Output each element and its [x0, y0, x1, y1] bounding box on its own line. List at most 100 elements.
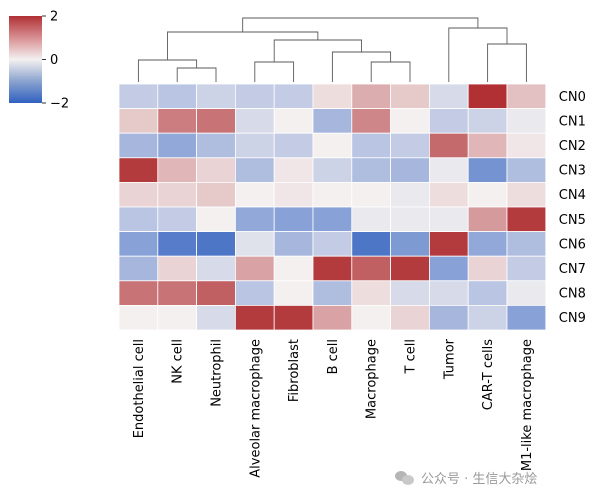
row-label: CN3	[559, 164, 586, 179]
column-labels: Endothelial cell NK cell Neutrophil Alveola…	[132, 338, 535, 477]
heatmap-cell	[390, 83, 430, 110]
heatmap-cell	[351, 181, 391, 208]
heatmap-cell	[467, 231, 508, 257]
column-label: Alveolar macrophage	[248, 339, 263, 478]
heatmap-cell	[273, 108, 314, 134]
heatmap-cell	[157, 132, 198, 159]
heatmap-cell	[234, 304, 275, 331]
heatmap-cell	[312, 280, 353, 306]
heatmap-cell	[273, 304, 314, 331]
heatmap-cell	[196, 206, 236, 233]
heatmap-cell	[234, 206, 275, 233]
dendrogram-link	[254, 61, 295, 82]
heatmap-cell	[506, 108, 547, 134]
heatmap-cell	[196, 83, 236, 110]
heatmap-cell	[506, 304, 547, 331]
heatmap-cell	[157, 181, 198, 208]
heatmap-cell	[157, 231, 198, 257]
heatmap-cell	[467, 157, 508, 183]
heatmap-cell	[196, 255, 236, 282]
heatmap-cell	[390, 280, 430, 306]
column-dendrogram	[137, 17, 527, 82]
heatmap-cell	[196, 181, 236, 208]
heatmap-cells	[118, 83, 547, 331]
heatmap-cell	[118, 280, 159, 306]
heatmap-cell	[312, 255, 353, 282]
heatmap-cell	[351, 206, 391, 233]
row-label: CN0	[559, 90, 586, 105]
column-label: Endothelial cell	[132, 339, 147, 438]
row-label: CN7	[559, 262, 586, 277]
heatmap-cell	[428, 108, 469, 134]
column-label: B cell	[326, 339, 341, 374]
heatmap-cell	[312, 108, 353, 134]
watermark-text: 公众号 · 生信大杂烩	[421, 471, 538, 487]
heatmap-cell	[157, 304, 198, 331]
heatmap-cell	[234, 132, 275, 159]
heatmap-cell	[118, 108, 159, 134]
heatmap-cell	[506, 132, 547, 159]
heatmap-cell	[467, 83, 508, 110]
dendrogram-link	[137, 59, 198, 82]
heatmap-cell	[428, 132, 469, 159]
column-label: Tumor	[442, 338, 457, 380]
row-label: CN8	[559, 287, 586, 302]
heatmap-cell	[157, 206, 198, 233]
column-label: NK cell	[171, 339, 186, 384]
heatmap-cell	[196, 304, 236, 331]
heatmap-cell	[312, 157, 353, 183]
row-label: CN4	[559, 188, 586, 203]
heatmap-cell	[390, 181, 430, 208]
heatmap-cell	[196, 132, 236, 159]
heatmap-cell	[351, 157, 391, 183]
heatmap-cell	[390, 231, 430, 257]
heatmap-cell	[312, 132, 353, 159]
heatmap-cell	[390, 132, 430, 159]
heatmap-cell	[273, 181, 314, 208]
dendrogram-link	[370, 61, 411, 82]
dendrogram-link	[331, 51, 392, 82]
heatmap-cell	[428, 83, 469, 110]
heatmap-cell	[467, 255, 508, 282]
heatmap-cell	[234, 108, 275, 134]
heatmap-cell	[351, 132, 391, 159]
heatmap-cell	[312, 83, 353, 110]
heatmap-cell	[351, 231, 391, 257]
heatmap-cell	[196, 280, 236, 306]
heatmap-cell	[506, 83, 547, 110]
heatmap-cell	[157, 108, 198, 134]
heatmap-cell	[157, 83, 198, 110]
dendrogram-link	[487, 43, 527, 82]
heatmap-cell	[351, 108, 391, 134]
heatmap-cell	[467, 132, 508, 159]
dendrogram-link	[273, 39, 362, 62]
heatmap-cell	[118, 206, 159, 233]
column-label: Neutrophil	[210, 339, 225, 407]
heatmap-cell	[196, 108, 236, 134]
row-label: CN2	[559, 139, 586, 154]
dendrogram-link	[242, 17, 479, 32]
heatmap-cell	[312, 206, 353, 233]
heatmap-cell	[428, 280, 469, 306]
heatmap-cell	[157, 157, 198, 183]
colorbar	[9, 16, 42, 103]
heatmap-cell	[506, 206, 547, 233]
heatmap-cell	[428, 255, 469, 282]
heatmap-cell	[273, 132, 314, 159]
heatmap-cell	[234, 181, 275, 208]
row-labels: CN0 CN1 CN2 CN3 CN4 CN5 CN6 CN7 CN8 CN9	[559, 90, 586, 326]
heatmap-cell	[118, 231, 159, 257]
heatmap-cell	[118, 255, 159, 282]
heatmap-cell	[351, 304, 391, 331]
heatmap-cell	[467, 206, 508, 233]
colorbar-gradient	[9, 16, 42, 103]
column-label: Fibroblast	[287, 339, 302, 402]
heatmap-cell	[118, 132, 159, 159]
heatmap-cell	[157, 280, 198, 306]
row-label: CN9	[559, 311, 586, 326]
heatmap-cell	[428, 231, 469, 257]
heatmap-cell	[118, 181, 159, 208]
heatmap-cell	[273, 83, 314, 110]
heatmap-cell	[390, 304, 430, 331]
heatmap-cell	[196, 157, 236, 183]
